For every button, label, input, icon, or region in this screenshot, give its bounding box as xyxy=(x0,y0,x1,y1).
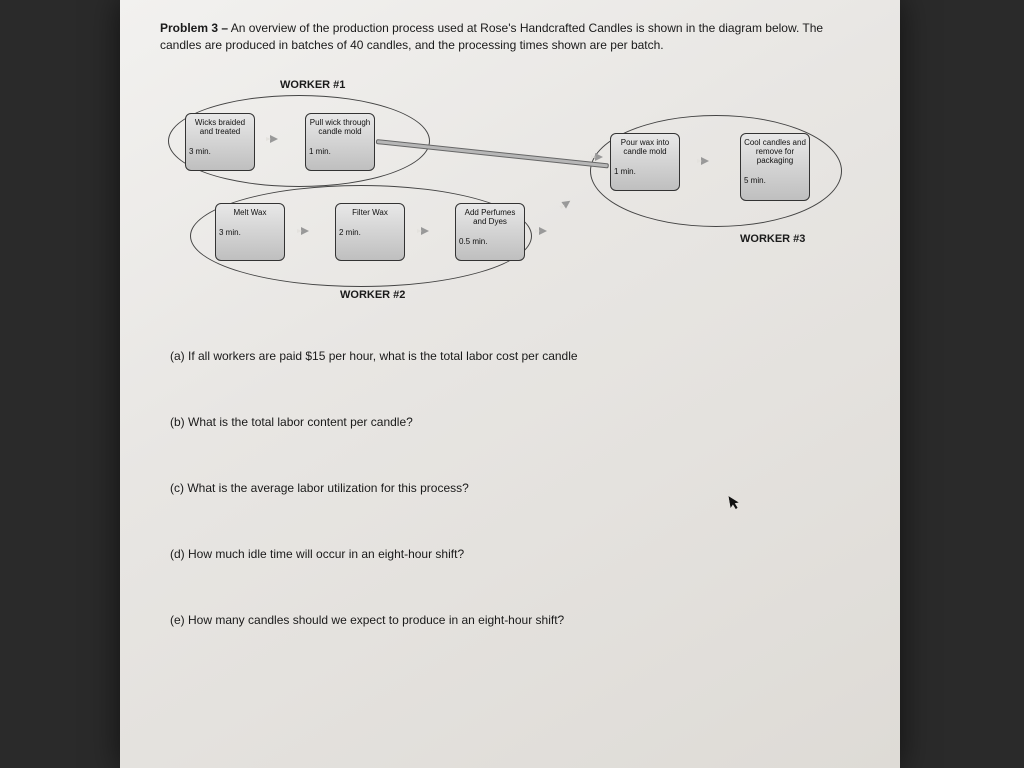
node-label: Pull wick through candle mold xyxy=(306,114,374,140)
node-label: Pour wax into candle mold xyxy=(611,134,679,160)
worker3-label: WORKER #3 xyxy=(740,233,805,245)
arrow-icon xyxy=(534,225,552,237)
node-time: 1 min. xyxy=(611,164,679,179)
node-add-perfumes: Add Perfumes and Dyes 0.5 min. xyxy=(455,203,525,261)
node-filter-wax: Filter Wax 2 min. xyxy=(335,203,405,261)
arrow-icon xyxy=(556,193,578,213)
node-time: 3 min. xyxy=(186,144,254,159)
question-list: (a) If all workers are paid $15 per hour… xyxy=(170,349,860,627)
node-pull-wick: Pull wick through candle mold 1 min. xyxy=(305,113,375,171)
node-label: Filter Wax xyxy=(336,204,404,221)
question-e: (e) How many candles should we expect to… xyxy=(170,613,860,627)
node-time: 5 min. xyxy=(741,173,809,188)
node-label: Wicks braided and treated xyxy=(186,114,254,140)
node-time: 1 min. xyxy=(306,144,374,159)
node-label: Cool candles and remove for packaging xyxy=(741,134,809,170)
node-melt-wax: Melt Wax 3 min. xyxy=(215,203,285,261)
node-time: 3 min. xyxy=(216,225,284,240)
node-cool-candles: Cool candles and remove for packaging 5 … xyxy=(740,133,810,201)
arrow-icon xyxy=(265,133,283,145)
arrow-icon xyxy=(590,151,608,163)
node-time: 2 min. xyxy=(336,225,404,240)
problem-statement: Problem 3 – An overview of the productio… xyxy=(160,20,860,55)
problem-body: An overview of the production process us… xyxy=(160,21,823,52)
node-wicks-braided: Wicks braided and treated 3 min. xyxy=(185,113,255,171)
question-b: (b) What is the total labor content per … xyxy=(170,415,860,429)
worker1-label: WORKER #1 xyxy=(280,79,345,91)
node-label: Melt Wax xyxy=(216,204,284,221)
question-d: (d) How much idle time will occur in an … xyxy=(170,547,860,561)
arrow-icon xyxy=(416,225,434,237)
node-label: Add Perfumes and Dyes xyxy=(456,204,524,230)
worker2-label: WORKER #2 xyxy=(340,289,405,301)
process-flowchart: WORKER #1 WORKER #2 WORKER #3 Wicks brai… xyxy=(160,75,860,315)
problem-number: Problem 3 – xyxy=(160,21,228,35)
arrow-icon xyxy=(296,225,314,237)
question-c: (c) What is the average labor utilizatio… xyxy=(170,481,860,495)
node-time: 0.5 min. xyxy=(456,234,524,249)
textbook-page: Problem 3 – An overview of the productio… xyxy=(120,0,900,768)
arrow-icon xyxy=(696,155,714,167)
question-a: (a) If all workers are paid $15 per hour… xyxy=(170,349,860,363)
node-pour-wax: Pour wax into candle mold 1 min. xyxy=(610,133,680,191)
